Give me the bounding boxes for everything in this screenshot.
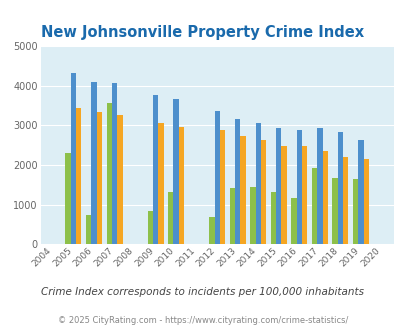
Bar	[234, 119, 240, 244]
Bar	[229, 188, 234, 244]
Bar	[322, 151, 327, 244]
Bar	[70, 73, 76, 244]
Bar	[214, 111, 220, 244]
Bar	[296, 130, 301, 244]
Bar	[173, 99, 178, 244]
Bar	[311, 168, 316, 244]
Bar	[357, 140, 363, 244]
Bar	[106, 103, 112, 244]
Bar	[352, 179, 357, 244]
Bar	[255, 123, 260, 244]
Bar	[301, 147, 307, 244]
Bar	[158, 123, 163, 244]
Bar	[363, 159, 368, 244]
Bar	[209, 217, 214, 244]
Bar	[168, 192, 173, 244]
Bar	[332, 178, 337, 244]
Text: Crime Index corresponds to incidents per 100,000 inhabitants: Crime Index corresponds to incidents per…	[41, 287, 364, 297]
Bar	[220, 130, 225, 244]
Bar	[316, 128, 322, 244]
Bar	[249, 187, 255, 244]
Bar	[178, 127, 184, 244]
Bar	[117, 115, 122, 244]
Bar	[342, 157, 347, 244]
Bar	[153, 95, 158, 244]
Bar	[91, 82, 96, 244]
Bar	[240, 136, 245, 244]
Bar	[112, 83, 117, 244]
Bar	[96, 112, 102, 244]
Bar	[275, 128, 281, 244]
Text: © 2025 CityRating.com - https://www.cityrating.com/crime-statistics/: © 2025 CityRating.com - https://www.city…	[58, 315, 347, 325]
Bar	[76, 108, 81, 244]
Bar	[147, 211, 153, 244]
Bar	[337, 132, 342, 244]
Bar	[86, 214, 91, 244]
Bar	[65, 153, 70, 244]
Text: New Johnsonville Property Crime Index: New Johnsonville Property Crime Index	[41, 25, 364, 41]
Bar	[291, 198, 296, 244]
Bar	[281, 146, 286, 244]
Bar	[260, 141, 266, 244]
Bar	[270, 192, 275, 244]
